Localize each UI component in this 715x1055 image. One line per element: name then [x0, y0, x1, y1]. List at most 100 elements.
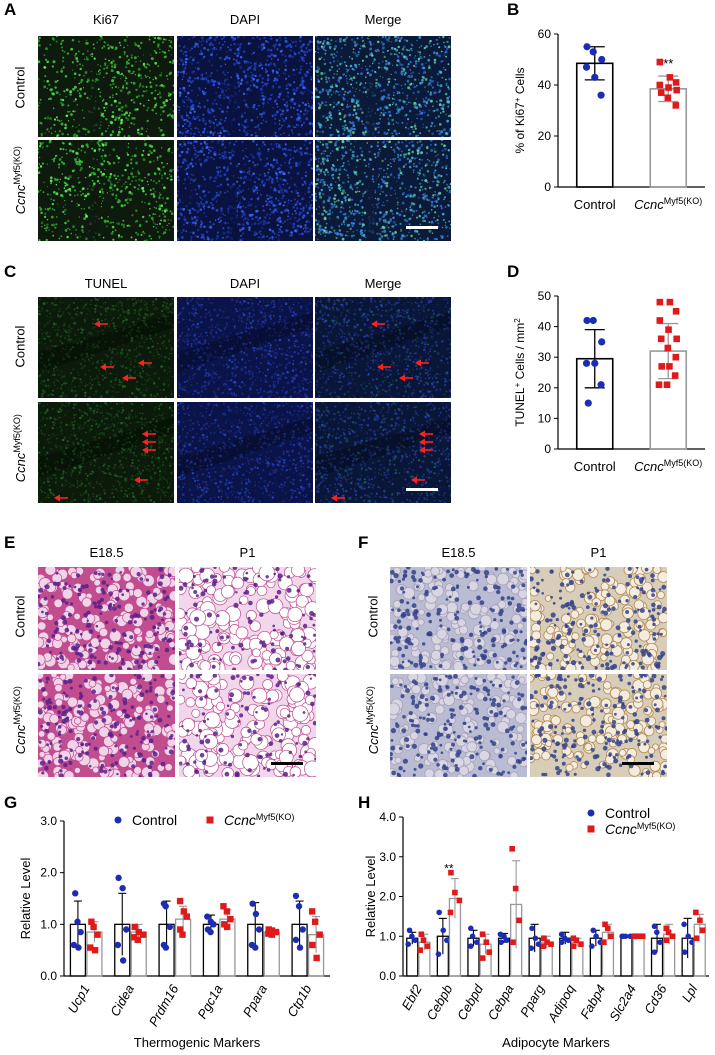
bar	[620, 935, 633, 977]
data-point	[473, 939, 480, 946]
col-title-dapi-c: DAPI	[229, 276, 261, 291]
data-point	[114, 941, 122, 949]
data-point	[177, 926, 184, 933]
data-point	[657, 939, 663, 946]
data-point	[77, 928, 84, 936]
data-point	[94, 931, 101, 938]
data-point	[448, 869, 454, 876]
data-point	[657, 89, 665, 96]
legend-marker-ko	[206, 816, 214, 824]
chart-g: 0.0 1.0 2.0 3.0 Relative Level Ucp1 Cidea Prdm1…	[18, 812, 330, 1050]
row-label-ko-c: CcncMyf5(KO)	[11, 414, 29, 483]
data-point	[658, 363, 666, 370]
x-axis-label: Thermogenic Markers	[134, 1035, 261, 1050]
he-stain-p1-ko	[179, 674, 316, 777]
micrograph-dapi-control	[177, 36, 313, 137]
data-point	[656, 298, 664, 306]
data-point	[479, 931, 486, 938]
data-point	[597, 381, 605, 389]
micrograph-tunel-ko	[38, 402, 174, 503]
panel-label-h: H	[358, 793, 371, 812]
data-point	[608, 933, 614, 940]
data-point	[591, 359, 599, 367]
micrograph-merge-control	[315, 36, 451, 137]
data-point	[91, 946, 99, 954]
data-point	[249, 900, 256, 907]
data-point	[656, 81, 664, 89]
data-point	[210, 921, 217, 928]
col-title-ki67: Ki67	[92, 12, 120, 27]
micrograph-ki67-ko	[38, 140, 174, 241]
data-point	[440, 927, 447, 934]
data-point	[673, 335, 680, 343]
data-point	[424, 943, 431, 949]
data-point	[90, 923, 97, 931]
data-point	[204, 913, 211, 920]
data-point	[598, 338, 606, 346]
data-point	[405, 941, 412, 947]
legend-marker-ko	[587, 825, 595, 833]
x-tick-label: Lpl	[679, 981, 701, 1004]
y-tick-label: 20	[538, 381, 552, 395]
y-tick-label: 0	[544, 442, 551, 456]
data-point	[651, 949, 658, 955]
he-stain-p1-control	[179, 567, 316, 670]
data-point	[296, 944, 304, 951]
data-point	[529, 925, 535, 932]
x-tick-label: Pgc1a	[194, 982, 225, 1021]
x-axis-label: Adipocyte Markers	[502, 1035, 610, 1050]
ihc-stain-p1-control	[530, 567, 667, 670]
micrograph-tunel-control	[38, 297, 174, 398]
data-point	[162, 944, 170, 951]
y-tick-label: 3.0	[40, 814, 57, 828]
x-tick-label: Slc2a4	[606, 982, 639, 1024]
y-tick-label: 20	[538, 129, 552, 143]
row-label-control-f: Control	[365, 595, 381, 638]
bar	[575, 62, 614, 188]
data-point	[87, 944, 94, 951]
data-point	[639, 933, 646, 940]
data-point	[313, 954, 320, 962]
x-tick-label: Control	[574, 459, 616, 474]
data-point	[268, 927, 276, 934]
data-point	[664, 344, 672, 352]
data-point	[697, 917, 703, 924]
significance-marker: **	[444, 862, 454, 876]
data-point	[498, 939, 504, 946]
panel-label-b: B	[507, 0, 520, 19]
data-point	[469, 933, 476, 940]
row-label-control-e: Control	[12, 595, 28, 638]
he-stain-e18-control	[38, 567, 175, 670]
data-point	[486, 949, 493, 955]
data-point	[456, 897, 463, 904]
legend-label-ko: CcncMyf5(KO)	[224, 812, 294, 828]
data-point	[115, 874, 122, 882]
legend-label-ko: CcncMyf5(KO)	[605, 821, 675, 837]
data-point	[512, 885, 519, 892]
data-point	[180, 908, 188, 915]
data-point	[689, 939, 695, 946]
data-point	[655, 381, 663, 389]
data-point	[636, 933, 642, 940]
micrograph-dapi-ko	[177, 140, 313, 241]
data-point	[435, 951, 442, 957]
x-tick-label: Pparg	[517, 981, 548, 1019]
data-point	[316, 931, 323, 938]
bar	[263, 931, 280, 977]
data-point	[663, 937, 670, 944]
y-tick-label: 40	[538, 320, 552, 334]
x-tick-label: Cidea	[107, 982, 137, 1019]
y-tick-label: 60	[538, 27, 552, 41]
data-point	[503, 937, 510, 944]
data-point	[672, 353, 680, 361]
data-point	[483, 939, 490, 946]
data-point	[565, 937, 572, 944]
data-point	[88, 918, 95, 925]
data-point	[699, 927, 706, 934]
data-point	[119, 884, 126, 892]
data-point	[268, 931, 276, 938]
data-point	[436, 909, 442, 916]
row-label-control-c: Control	[12, 325, 28, 368]
y-tick-label: 0.0	[40, 969, 57, 983]
